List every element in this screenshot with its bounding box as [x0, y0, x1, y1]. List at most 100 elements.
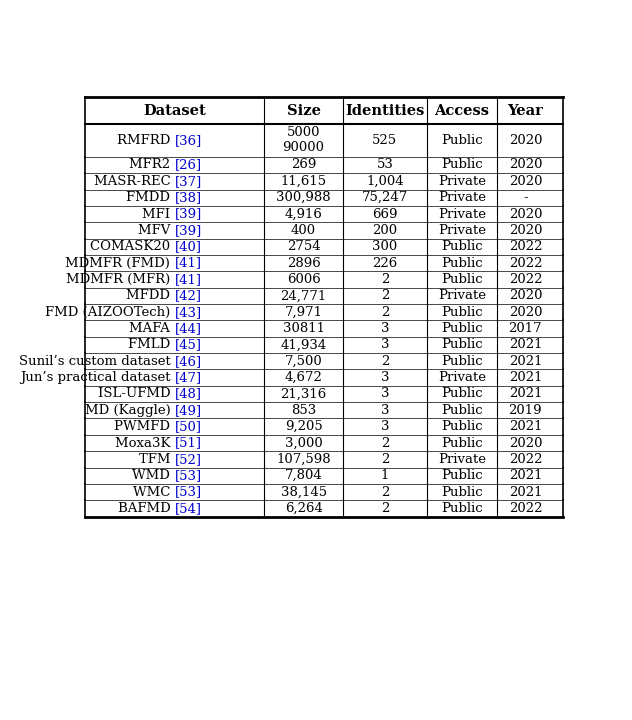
Text: Public: Public	[441, 404, 483, 417]
Text: 6006: 6006	[287, 273, 320, 286]
Text: ISL-UFMD: ISL-UFMD	[97, 387, 174, 400]
Text: Year: Year	[507, 104, 544, 118]
Text: 2022: 2022	[509, 502, 542, 515]
Text: 2022: 2022	[509, 453, 542, 466]
Text: 75,247: 75,247	[362, 192, 408, 204]
Text: Public: Public	[441, 485, 483, 498]
Text: 90000: 90000	[283, 141, 325, 155]
Text: 2020: 2020	[509, 134, 542, 147]
Text: Sunil’s custom dataset: Sunil’s custom dataset	[18, 355, 174, 368]
Text: [41]: [41]	[174, 256, 202, 269]
Text: Identities: Identities	[345, 104, 425, 118]
Text: 7,804: 7,804	[284, 469, 322, 482]
Text: 7,500: 7,500	[284, 355, 322, 368]
Text: Public: Public	[441, 158, 483, 171]
Text: FMLD: FMLD	[128, 338, 174, 351]
Text: Moxa3K: Moxa3K	[115, 436, 174, 449]
Text: 2019: 2019	[509, 404, 542, 417]
Text: Private: Private	[438, 224, 486, 237]
Text: 2: 2	[380, 289, 389, 302]
Text: 107,598: 107,598	[276, 453, 331, 466]
Text: 853: 853	[291, 404, 316, 417]
Text: 300,988: 300,988	[276, 192, 331, 204]
Text: 269: 269	[291, 158, 316, 171]
Text: RMFRD: RMFRD	[117, 134, 174, 147]
Text: 2: 2	[380, 436, 389, 449]
Text: Public: Public	[441, 240, 483, 253]
Text: 3: 3	[380, 387, 389, 400]
Text: [51]: [51]	[174, 436, 202, 449]
Text: WMC: WMC	[133, 485, 174, 498]
Text: 3: 3	[380, 371, 389, 384]
Text: 3,000: 3,000	[284, 436, 322, 449]
Text: [49]: [49]	[174, 404, 202, 417]
Text: FMDD: FMDD	[126, 192, 174, 204]
Text: FMD (AIZOOTech): FMD (AIZOOTech)	[45, 306, 174, 319]
Text: 2: 2	[380, 453, 389, 466]
Text: 3: 3	[380, 420, 389, 433]
Text: 3: 3	[380, 322, 389, 335]
Text: 1: 1	[380, 469, 389, 482]
Text: WMD: WMD	[132, 469, 174, 482]
Text: 2: 2	[380, 502, 389, 515]
Text: 1,004: 1,004	[366, 175, 404, 188]
Text: [52]: [52]	[174, 453, 202, 466]
Text: Public: Public	[441, 256, 483, 269]
Text: 2: 2	[380, 306, 389, 319]
Text: 9,205: 9,205	[284, 420, 322, 433]
Text: 2021: 2021	[509, 420, 542, 433]
Text: 2022: 2022	[509, 273, 542, 286]
Text: MFI: MFI	[142, 207, 174, 220]
Text: Public: Public	[441, 306, 483, 319]
Text: [53]: [53]	[174, 485, 202, 498]
Text: [47]: [47]	[174, 371, 202, 384]
Text: Public: Public	[441, 134, 483, 147]
Text: [42]: [42]	[174, 289, 202, 302]
Text: 7,971: 7,971	[284, 306, 322, 319]
Text: Public: Public	[441, 469, 483, 482]
Text: Public: Public	[441, 387, 483, 400]
Text: 300: 300	[372, 240, 398, 253]
Text: Public: Public	[441, 322, 483, 335]
Text: 2020: 2020	[509, 224, 542, 237]
Text: 4,916: 4,916	[284, 207, 322, 220]
Text: 2021: 2021	[509, 338, 542, 351]
Text: 2022: 2022	[509, 240, 542, 253]
Text: Public: Public	[441, 502, 483, 515]
Text: 2020: 2020	[509, 175, 542, 188]
Text: [54]: [54]	[174, 502, 202, 515]
Text: [26]: [26]	[174, 158, 202, 171]
Text: 2: 2	[380, 485, 389, 498]
Text: 2020: 2020	[509, 306, 542, 319]
Text: [41]: [41]	[174, 273, 202, 286]
Text: [50]: [50]	[174, 420, 202, 433]
Text: [38]: [38]	[174, 192, 202, 204]
Text: [39]: [39]	[174, 224, 202, 237]
Text: 2021: 2021	[509, 387, 542, 400]
Text: Private: Private	[438, 175, 486, 188]
Text: Public: Public	[441, 436, 483, 449]
Text: [36]: [36]	[174, 134, 202, 147]
Text: 2020: 2020	[509, 207, 542, 220]
Text: Jun’s practical dataset: Jun’s practical dataset	[20, 371, 174, 384]
Text: 2022: 2022	[509, 256, 542, 269]
Text: [53]: [53]	[174, 469, 202, 482]
Text: MFDD: MFDD	[126, 289, 174, 302]
Text: 2020: 2020	[509, 436, 542, 449]
Text: Private: Private	[438, 192, 486, 204]
Text: MFR2: MFR2	[129, 158, 174, 171]
Text: 30811: 30811	[283, 322, 325, 335]
Text: Access: Access	[435, 104, 490, 118]
Text: 525: 525	[372, 134, 398, 147]
Text: 2754: 2754	[287, 240, 320, 253]
Text: Private: Private	[438, 207, 486, 220]
Text: 41,934: 41,934	[281, 338, 327, 351]
Text: MAFA: MAFA	[130, 322, 174, 335]
Text: PWMFD: PWMFD	[114, 420, 174, 433]
Text: [46]: [46]	[174, 355, 202, 368]
Text: MD (Kaggle): MD (Kaggle)	[85, 404, 174, 417]
Text: 2: 2	[380, 273, 389, 286]
Text: Public: Public	[441, 338, 483, 351]
Text: [45]: [45]	[174, 338, 202, 351]
Text: 2021: 2021	[509, 469, 542, 482]
